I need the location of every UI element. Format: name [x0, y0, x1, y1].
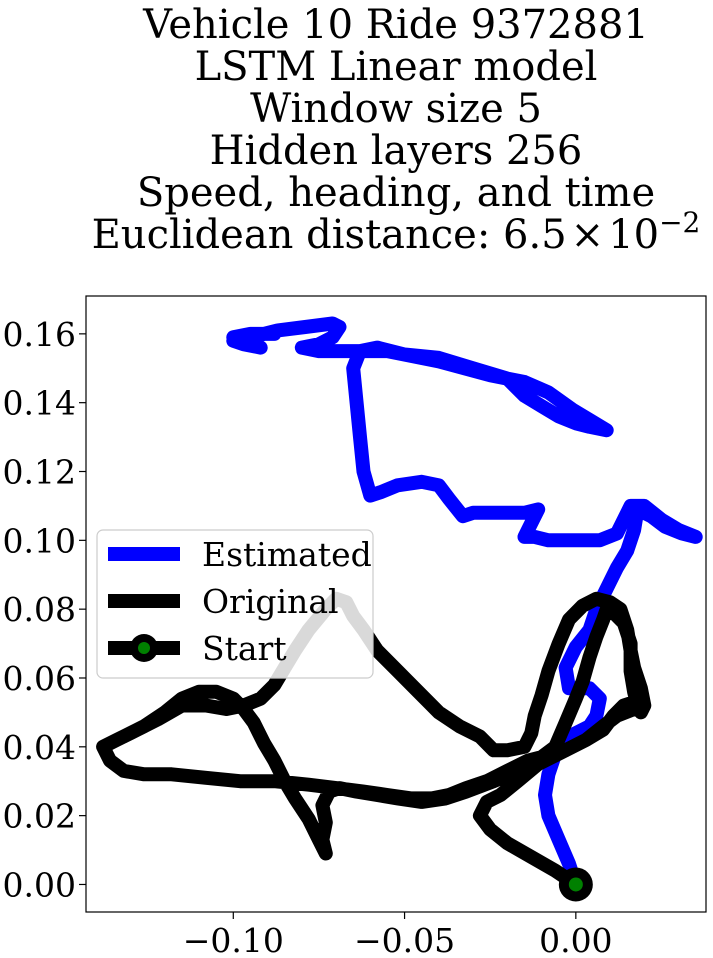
title-line-6: Euclidean distance: 6.5 × 10−2	[92, 206, 701, 258]
legend-start-marker-center	[138, 642, 150, 654]
plot-frame	[85, 295, 707, 913]
title-line-5: Speed, heading, and time	[137, 170, 655, 216]
legend-start-label: Start	[202, 629, 287, 668]
y-tick-label: 0.02	[3, 797, 76, 836]
y-tick-label: 0.12	[3, 453, 76, 492]
x-tick-label: 0.00	[539, 921, 612, 958]
title-distance-exponent: −2	[659, 206, 700, 239]
title-line-4: Hidden layers 256	[210, 128, 583, 174]
y-tick-label: 0.04	[3, 728, 76, 767]
title-distance-times: ×	[571, 212, 605, 258]
x-tick-label: −0.10	[183, 921, 284, 958]
title-line-1: Vehicle 10 Ride 9372881	[142, 2, 649, 48]
legend-estimated-label: Estimated	[202, 535, 372, 574]
y-tick-label: 0.00	[3, 865, 76, 904]
original-series-line	[96, 591, 652, 892]
y-tick-label: 0.14	[3, 384, 76, 423]
y-tick-label: 0.08	[3, 590, 76, 629]
x-tick-label: −0.05	[354, 921, 455, 958]
title-distance-mantissa: 6.5	[503, 212, 567, 258]
series-layer	[96, 316, 703, 902]
title-distance-base: 10	[608, 212, 659, 258]
estimated-series-line	[226, 316, 703, 892]
y-tick-label: 0.06	[3, 659, 76, 698]
y-tick-label: 0.16	[3, 315, 76, 354]
axis-ticks: −0.10 −0.05 0.00 0.00 0.02 0.04 0.06 0.08 0.10 0.…	[3, 315, 613, 958]
y-tick-label: 0.10	[3, 521, 76, 560]
start-marker-center	[568, 877, 583, 892]
legend: Estimated Original Start	[96, 529, 374, 679]
title-distance-prefix: Euclidean distance:	[92, 212, 503, 258]
legend-original-label: Original	[202, 582, 339, 621]
title-line-3: Window size 5	[250, 86, 542, 132]
title-line-2: LSTM Linear model	[195, 44, 598, 90]
